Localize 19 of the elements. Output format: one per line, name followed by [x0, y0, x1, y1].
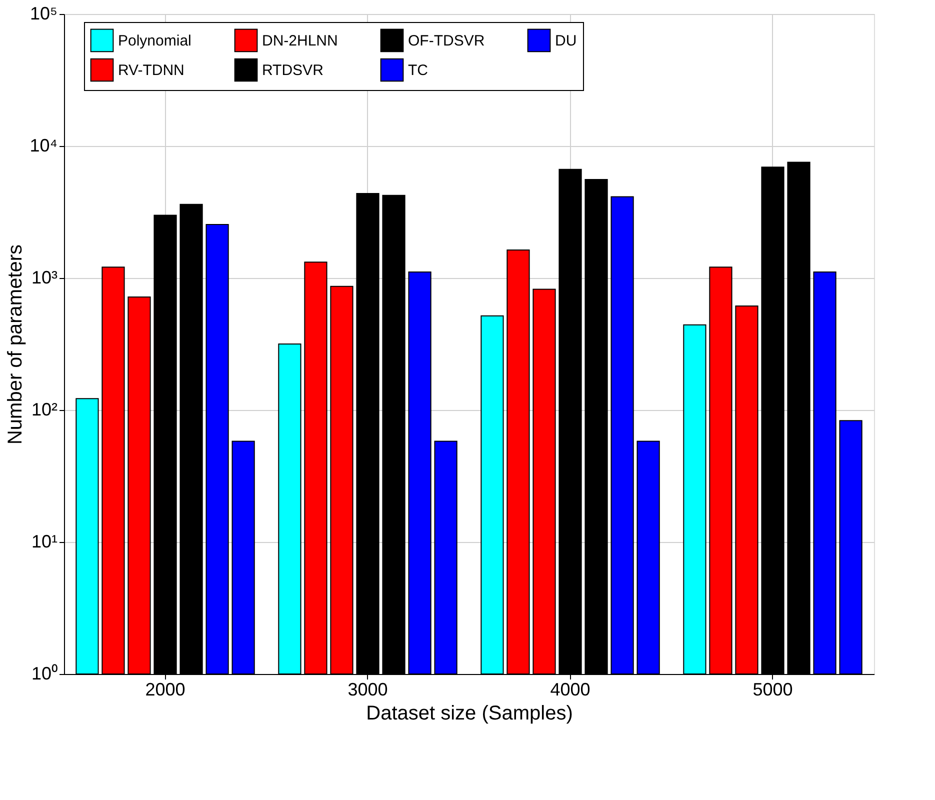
y-tick-label: 10¹ [31, 532, 58, 552]
y-tick-label: 10⁰ [31, 664, 58, 684]
legend-label: Polynomial [118, 32, 192, 50]
legend-label: TC [408, 62, 428, 79]
x-tick-label: 2000 [145, 680, 186, 700]
legend-label: OF-TDSVR [408, 32, 485, 50]
legend-label: RV-TDNN [118, 62, 184, 79]
y-tick-label: 10⁴ [30, 136, 58, 156]
x-tick-label: 5000 [752, 680, 793, 700]
y-tick-label: 10² [31, 400, 58, 420]
legend-label: RTDSVR [262, 62, 324, 79]
legend-label: DN-2HLNN [262, 32, 338, 50]
legend-label: DU [555, 32, 577, 50]
y-tick-label: 10³ [31, 268, 58, 288]
x-axis-title: Dataset size (Samples) [366, 702, 573, 724]
x-tick-label: 3000 [348, 680, 388, 700]
y-tick-label: 10⁵ [30, 4, 58, 24]
x-tick-label: 4000 [550, 680, 590, 700]
y-axis-title: Number of parameters [4, 244, 27, 445]
